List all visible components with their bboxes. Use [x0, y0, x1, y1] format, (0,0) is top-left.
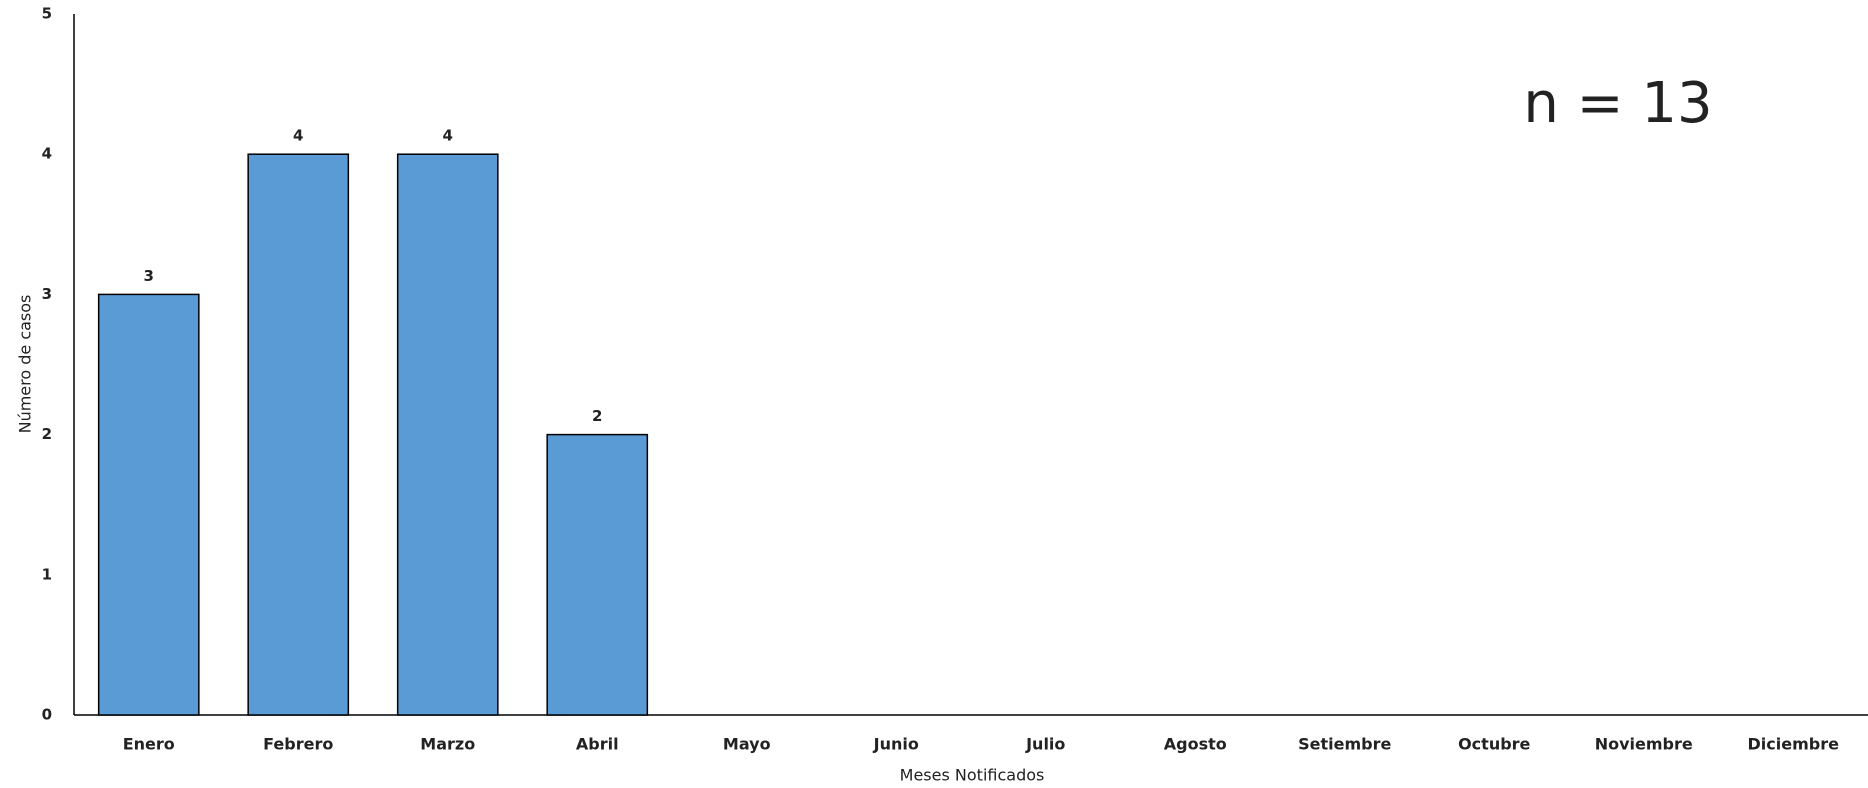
bar — [97, 293, 200, 716]
y-tick-label: 0 — [42, 706, 52, 724]
x-tick-label: Enero — [123, 735, 175, 754]
x-tick-label: Febrero — [263, 735, 333, 754]
x-tick-label: Diciembre — [1748, 735, 1840, 754]
data-label: 2 — [592, 407, 602, 425]
x-tick-label: Junio — [873, 735, 919, 754]
x-tick-label: Agosto — [1164, 735, 1227, 754]
x-tick-label: Setiembre — [1298, 735, 1391, 754]
y-tick-label: 3 — [42, 285, 52, 303]
x-tick-label: Noviembre — [1595, 735, 1693, 754]
y-axis-label: Número de casos — [16, 295, 35, 434]
y-tick-label: 5 — [42, 5, 52, 23]
data-label: 4 — [293, 127, 303, 145]
x-tick-label: Octubre — [1458, 735, 1530, 754]
data-label: 4 — [443, 127, 453, 145]
x-tick-label: Marzo — [420, 735, 475, 754]
bar — [396, 153, 499, 716]
bar — [247, 153, 350, 716]
x-tick-label: Abril — [576, 735, 619, 754]
x-tick-label: Mayo — [723, 735, 771, 754]
data-label: 3 — [144, 267, 154, 285]
y-tick-label: 2 — [42, 425, 52, 443]
bar — [546, 433, 649, 716]
annotation: n = 13 — [1523, 71, 1712, 136]
y-tick-label: 1 — [42, 565, 52, 583]
x-axis-label: Meses Notificados — [900, 766, 1045, 785]
x-tick-label: Julio — [1025, 735, 1065, 754]
y-tick-label: 4 — [42, 145, 52, 163]
